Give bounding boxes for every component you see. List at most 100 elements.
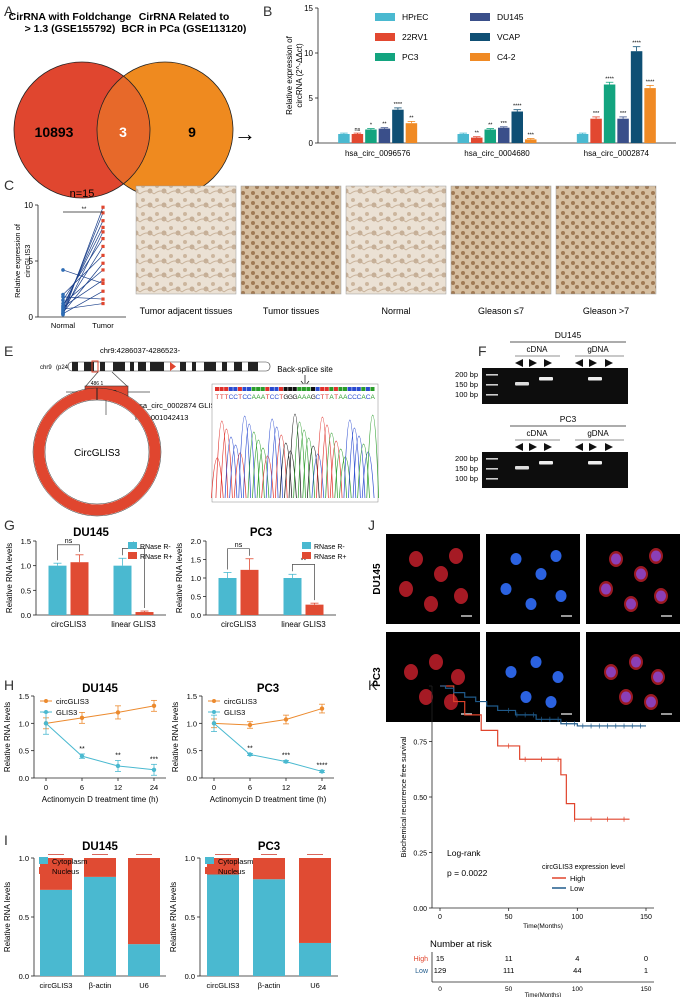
- gel-band: [515, 466, 529, 470]
- base-call: A: [256, 394, 261, 401]
- base-call: A: [252, 394, 257, 401]
- panel-label-f: F: [478, 343, 487, 359]
- trace-peak: [338, 456, 352, 499]
- chromosome-band: [130, 362, 134, 371]
- significance-label: ***: [528, 133, 535, 139]
- bar-Cytoplasm: [207, 874, 239, 976]
- risk-value: 129: [434, 966, 447, 975]
- base-call: C: [233, 394, 238, 401]
- ihc-caption: Tumor tissues: [263, 306, 320, 316]
- significance-label: **: [301, 557, 307, 564]
- y-tick-label: 1.00: [413, 684, 427, 691]
- y-tick-label: 2.0: [191, 537, 201, 546]
- ladder-band: [486, 394, 498, 396]
- cy3-cell: [449, 548, 463, 564]
- bar-VCAP: [630, 51, 643, 144]
- quality-bar: [352, 387, 357, 391]
- dapi-nucleus: [552, 671, 564, 683]
- chart-title: DU145: [73, 527, 109, 539]
- dapi-nucleus: [520, 691, 532, 703]
- x-category-label: U6: [310, 981, 320, 990]
- legend-swatch: [375, 13, 395, 21]
- microscopy-image: [386, 632, 480, 722]
- chromosome-band: [222, 362, 227, 371]
- merge-nucleus: [653, 671, 663, 683]
- legend-label: Low: [570, 884, 584, 893]
- legend-title: circGLIS3 expression level: [542, 864, 625, 871]
- venn-left-count: 10893: [35, 124, 74, 140]
- row-label: PC3: [372, 667, 383, 687]
- legend-swatch: [39, 857, 48, 864]
- pair-line: [62, 246, 104, 311]
- ihc-caption: Normal: [381, 306, 410, 316]
- pair-line: [62, 279, 104, 308]
- quality-bar: [288, 387, 293, 391]
- significance-label: ns: [355, 127, 361, 133]
- significance-label: ****: [394, 102, 403, 108]
- x-category-label: Normal: [51, 321, 76, 330]
- significance-label: **: [82, 207, 87, 213]
- base-call: C: [316, 394, 321, 401]
- legend-swatch: [470, 13, 490, 21]
- pair-line: [62, 269, 104, 284]
- x-category-label: circGLIS3: [221, 620, 257, 629]
- risk-value: 1: [644, 966, 648, 975]
- base-call: T: [220, 394, 224, 401]
- cy3-cell: [409, 551, 423, 567]
- series-line-circGLIS3: [213, 708, 323, 726]
- x-tick-label: 6: [248, 783, 252, 792]
- quality-bar: [370, 387, 375, 391]
- chart-h-du145: 0.0 0.5 1.0 1.5 Relative RNA levels DU145 0 6 12…: [3, 683, 166, 804]
- trace-peak: [357, 443, 370, 499]
- trace-peak: [215, 420, 229, 499]
- bar-C4-2: [525, 139, 537, 143]
- x-category-label: Tumor: [92, 321, 114, 330]
- x-category-label: U6: [139, 981, 149, 990]
- base-call: T: [266, 394, 270, 401]
- primer-arrow-icon: [544, 443, 552, 451]
- trace-peak: [297, 429, 311, 499]
- quality-bar: [283, 387, 288, 391]
- merge-nucleus: [636, 568, 646, 580]
- microscopy-image: [586, 632, 680, 722]
- quality-bar: [292, 387, 297, 391]
- legend-swatch: [39, 867, 48, 874]
- ladder-band: [486, 468, 498, 470]
- significance-label: ***: [501, 121, 508, 127]
- legend-label: Nucleus: [218, 867, 245, 876]
- base-call: T: [279, 394, 283, 401]
- y-axis-label: Biochemical recurrence free survival: [399, 736, 408, 857]
- x-axis-label: Time(Months): [525, 993, 562, 997]
- quality-bar: [329, 387, 334, 391]
- chromosome-ideogram: [67, 360, 271, 373]
- legend-label: RNase R-: [140, 544, 171, 551]
- cy3-cell: [399, 581, 413, 597]
- y-tick-label: 0.75: [413, 740, 427, 747]
- bar-Cytoplasm: [84, 876, 116, 976]
- trace-peak: [220, 428, 233, 499]
- y-tick-label: 15: [304, 4, 313, 13]
- chart-title: DU145: [82, 841, 118, 853]
- legend-label: RNase R-: [314, 544, 345, 551]
- cy3-cell: [424, 596, 438, 612]
- base-call: G: [292, 394, 297, 401]
- chromosome-band-label: (p24.2): [56, 365, 75, 371]
- primer-arrow-icon: [529, 443, 537, 451]
- text-line: Relative RNA levels: [169, 882, 178, 952]
- y-tick-label: 0.5: [191, 593, 201, 602]
- legend-swatch: [302, 542, 311, 549]
- ihc-image: [345, 185, 447, 295]
- legend-swatch: [205, 857, 214, 864]
- back-splice-label: Back-splice site: [277, 365, 333, 374]
- trace-peak: [233, 452, 247, 499]
- base-call: A: [307, 394, 312, 401]
- text-line: Relative expression of: [13, 223, 22, 298]
- bar-DU145: [378, 128, 391, 143]
- tumor-point: [101, 289, 105, 293]
- base-call: G: [288, 394, 293, 401]
- bar-DU145: [617, 118, 629, 143]
- legend-swatch: [375, 33, 395, 41]
- quality-bar: [361, 387, 366, 391]
- chart-k-kaplan-meier: 0.00 0.25 0.50 0.75 1.00 Biochemical recurren…: [399, 684, 654, 997]
